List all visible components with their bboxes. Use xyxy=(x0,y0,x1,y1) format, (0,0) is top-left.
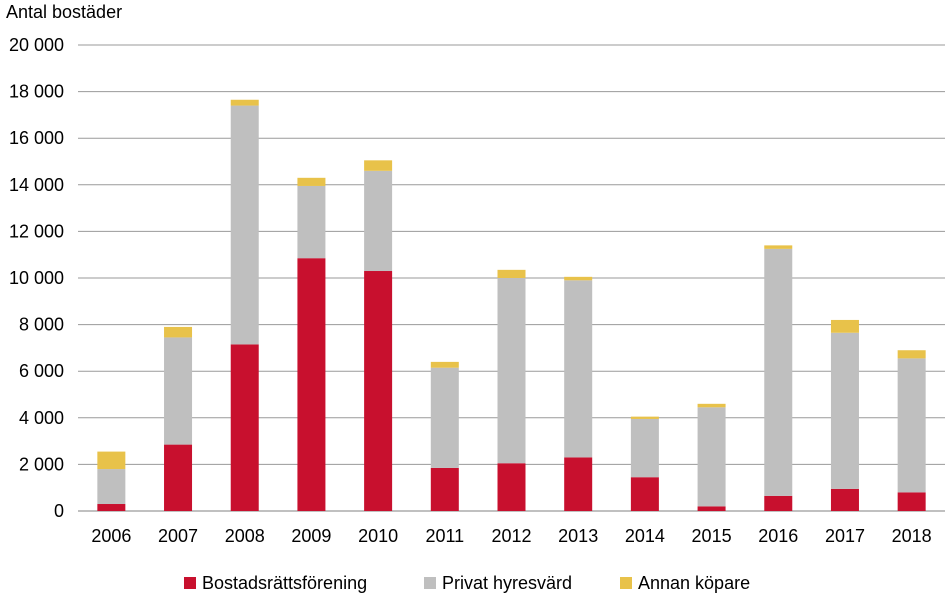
legend-label: Bostadsrättsförening xyxy=(202,573,367,593)
y-tick-label: 18 000 xyxy=(9,82,64,102)
bar-segment-2010-annan-kopare xyxy=(364,160,393,171)
legend-swatch xyxy=(424,577,436,589)
y-axis-title: Antal bostäder xyxy=(6,2,122,22)
bar-segment-2006-annan-kopare xyxy=(97,451,126,470)
y-tick-label: 12 000 xyxy=(9,221,64,241)
bar-segment-2008-privat-hyresvard xyxy=(230,105,259,345)
bar-segment-2017-privat-hyresvard xyxy=(830,332,859,489)
x-tick-label: 2009 xyxy=(291,526,331,546)
y-tick-label: 0 xyxy=(54,501,64,521)
legend-swatch xyxy=(184,577,196,589)
bar-segment-2010-bostadsrattsforening xyxy=(364,271,393,511)
bar-segment-2012-bostadsrattsforening xyxy=(497,463,526,511)
bar-segment-2017-bostadsrattsforening xyxy=(830,488,859,511)
x-tick-label: 2018 xyxy=(892,526,932,546)
bar-segment-2017-annan-kopare xyxy=(830,319,859,333)
bar-segment-2011-privat-hyresvard xyxy=(430,367,459,468)
x-tick-label: 2011 xyxy=(425,526,464,546)
bar-segment-2013-annan-kopare xyxy=(564,276,593,281)
bar-segment-2006-privat-hyresvard xyxy=(97,469,126,505)
x-tick-label: 2013 xyxy=(558,526,598,546)
bars xyxy=(97,99,926,511)
y-tick-label: 4 000 xyxy=(19,408,64,428)
y-axis-tick-labels: 0 2 000 4 000 6 000 8 000 10 000 12 000 14 000 1… xyxy=(9,35,64,521)
x-tick-label: 2006 xyxy=(91,526,131,546)
bar-segment-2012-privat-hyresvard xyxy=(497,278,526,464)
y-tick-label: 2 000 xyxy=(19,454,64,474)
bar-segment-2016-privat-hyresvard xyxy=(764,248,793,496)
bar-segment-2018-bostadsrattsforening xyxy=(897,492,926,511)
y-tick-label: 10 000 xyxy=(9,268,64,288)
bar-segment-2014-annan-kopare xyxy=(630,416,659,419)
y-tick-label: 14 000 xyxy=(9,175,64,195)
x-tick-label: 2017 xyxy=(825,526,865,546)
bar-segment-2013-privat-hyresvard xyxy=(564,280,593,458)
bar-segment-2012-annan-kopare xyxy=(497,269,526,278)
bar-segment-2018-annan-kopare xyxy=(897,350,926,359)
x-tick-label: 2007 xyxy=(158,526,198,546)
bar-segment-2011-bostadsrattsforening xyxy=(430,467,459,511)
bar-segment-2009-annan-kopare xyxy=(297,177,326,186)
bar-segment-2007-privat-hyresvard xyxy=(164,337,193,445)
y-tick-label: 8 000 xyxy=(19,315,64,335)
bar-segment-2010-privat-hyresvard xyxy=(364,170,393,272)
bar-segment-2018-privat-hyresvard xyxy=(897,358,926,493)
bar-segment-2007-annan-kopare xyxy=(164,326,193,338)
x-tick-label: 2015 xyxy=(692,526,732,546)
x-tick-label: 2014 xyxy=(625,526,665,546)
x-axis-tick-labels: 2006 2007 2008 2009 2010 2011 2012 2013 2014 2015… xyxy=(91,526,931,546)
legend-label: Privat hyresvärd xyxy=(442,573,572,593)
bar-segment-2009-privat-hyresvard xyxy=(297,185,326,259)
bar-segment-2014-bostadsrattsforening xyxy=(630,477,659,511)
bar-segment-2008-bostadsrattsforening xyxy=(230,344,259,511)
bar-segment-2006-bostadsrattsforening xyxy=(97,504,126,511)
y-tick-label: 16 000 xyxy=(9,128,64,148)
legend-swatch xyxy=(620,577,632,589)
x-tick-label: 2016 xyxy=(758,526,798,546)
y-tick-label: 20 000 xyxy=(9,35,64,55)
bar-segment-2009-bostadsrattsforening xyxy=(297,258,326,511)
bar-segment-2015-bostadsrattsforening xyxy=(697,506,726,511)
x-tick-label: 2008 xyxy=(225,526,265,546)
bar-segment-2011-annan-kopare xyxy=(430,361,459,368)
x-tick-label: 2010 xyxy=(358,526,398,546)
bar-segment-2015-annan-kopare xyxy=(697,403,726,408)
bar-segment-2016-bostadsrattsforening xyxy=(764,495,793,511)
x-tick-label: 2012 xyxy=(491,526,531,546)
legend: Bostadsrättsförening Privat hyresvärd Anna… xyxy=(184,573,750,593)
bar-segment-2015-privat-hyresvard xyxy=(697,407,726,507)
legend-label: Annan köpare xyxy=(638,573,750,593)
bar-segment-2008-annan-kopare xyxy=(230,99,259,106)
bar-segment-2007-bostadsrattsforening xyxy=(164,444,193,511)
bar-segment-2014-privat-hyresvard xyxy=(630,418,659,478)
bar-segment-2013-bostadsrattsforening xyxy=(564,457,593,511)
y-tick-label: 6 000 xyxy=(19,361,64,381)
bar-segment-2016-annan-kopare xyxy=(764,245,793,249)
